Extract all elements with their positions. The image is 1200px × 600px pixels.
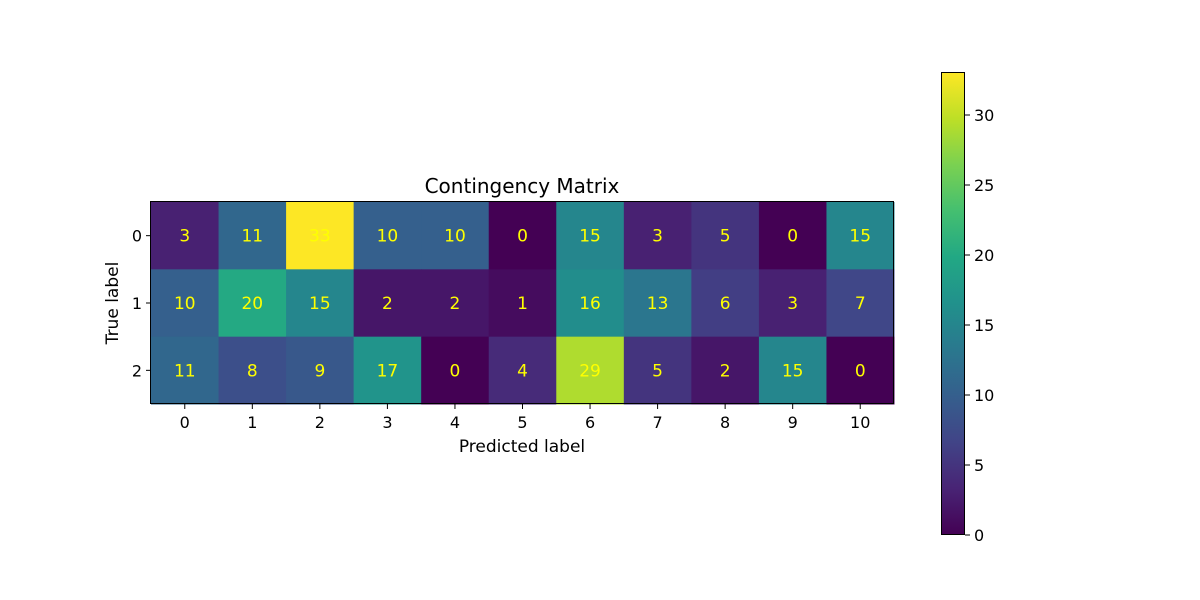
cell-value-label: 15 [309, 294, 331, 314]
y-tick-label: 1 [132, 294, 142, 313]
heatmap-cell [286, 336, 355, 405]
cell-value-label: 4 [517, 361, 528, 381]
x-tick-label: 0 [180, 413, 190, 432]
heatmap-cell [151, 202, 220, 270]
heatmap-cell [556, 269, 625, 338]
x-tick-label: 8 [720, 413, 730, 432]
x-tick-label: 4 [450, 413, 460, 432]
heatmap-cell [826, 202, 895, 270]
cell-value-label: 2 [720, 361, 731, 381]
cell-value-label: 7 [855, 294, 866, 314]
heatmap-cell [691, 269, 760, 338]
x-tick-label: 7 [652, 413, 662, 432]
cell-value-label: 17 [377, 361, 399, 381]
colorbar-tick-label: 25 [974, 176, 994, 195]
x-axis-ticks: 0 1 2 3 4 5 6 7 8 9 10 [180, 404, 870, 432]
heatmap-cell [556, 202, 625, 270]
chart-title: Contingency Matrix [425, 174, 620, 198]
cell-value-label: 11 [174, 361, 196, 381]
cell-value-label: 3 [179, 227, 190, 247]
cell-value-label: 3 [652, 227, 663, 247]
colorbar-tick-label: 10 [974, 386, 994, 405]
cell-value-label: 8 [247, 361, 258, 381]
colorbar-tick-label: 15 [974, 316, 994, 335]
cell-value-label: 13 [647, 294, 669, 314]
heatmap-cell [758, 269, 827, 338]
x-tick-label: 9 [788, 413, 798, 432]
colorbar-ticks: 0 5 10 15 20 25 30 [965, 106, 994, 545]
heatmap-cell [421, 202, 490, 270]
heatmap-cell [286, 269, 355, 338]
heatmap-cell [623, 202, 692, 270]
cell-value-label: 5 [720, 227, 731, 247]
x-tick-label: 3 [382, 413, 392, 432]
x-tick-label: 2 [315, 413, 325, 432]
cell-value-label: 20 [241, 294, 263, 314]
heatmap-cell [691, 336, 760, 405]
colorbar-tick-label: 5 [974, 456, 984, 475]
cell-value-label: 10 [444, 227, 466, 247]
colorbar-tick-label: 20 [974, 246, 994, 265]
heatmap-cell [623, 336, 692, 405]
colorbar-tick-label: 30 [974, 106, 994, 125]
x-tick-label: 1 [247, 413, 257, 432]
heatmap-cell [556, 336, 625, 405]
heatmap-cell [421, 269, 490, 338]
cell-value-label: 15 [782, 361, 804, 381]
heatmap-cell [623, 269, 692, 338]
cell-value-label: 1 [517, 294, 528, 314]
colorbar-tick-label: 0 [974, 526, 984, 545]
heatmap-cell [151, 336, 220, 405]
cell-value-label: 0 [450, 361, 461, 381]
cell-value-label: 10 [377, 227, 399, 247]
heatmap-cell [758, 202, 827, 270]
cell-value-label: 2 [382, 294, 393, 314]
cell-value-label: 0 [517, 227, 528, 247]
heatmap-cell [488, 202, 557, 270]
heatmap-cell [218, 336, 287, 405]
x-axis-label: Predicted label [459, 437, 585, 457]
y-axis-ticks: 0 1 2 [132, 227, 151, 380]
heatmap-cell [218, 269, 287, 338]
cell-value-label: 3 [787, 294, 798, 314]
cell-value-label: 15 [579, 227, 601, 247]
colorbar [941, 72, 965, 535]
heatmap-cell [691, 202, 760, 270]
cell-value-label: 29 [579, 361, 601, 381]
cell-value-label: 9 [314, 361, 325, 381]
heatmap-cell [488, 336, 557, 405]
cell-value-label: 10 [174, 294, 196, 314]
y-tick-label: 0 [132, 227, 142, 246]
y-axis-label: True label [103, 262, 123, 346]
heatmap-cell [286, 202, 355, 270]
y-tick-label: 2 [132, 361, 142, 380]
cell-value-label: 16 [579, 294, 601, 314]
heatmap-cell [488, 269, 557, 338]
cell-value-label: 6 [720, 294, 731, 314]
cell-value-label: 11 [241, 227, 263, 247]
cell-value-label: 0 [855, 361, 866, 381]
heatmap-cell [353, 269, 422, 338]
cell-value-label: 15 [849, 227, 871, 247]
heatmap-cell [151, 269, 220, 338]
cell-value-label: 33 [309, 227, 331, 247]
heatmap-cell [218, 202, 287, 270]
x-tick-label: 6 [585, 413, 595, 432]
heatmap-cell [826, 269, 895, 338]
heatmap-cell [353, 336, 422, 405]
heatmap-cell [421, 336, 490, 405]
cell-value-label: 5 [652, 361, 663, 381]
cell-value-label: 0 [787, 227, 798, 247]
x-tick-label: 5 [517, 413, 527, 432]
heatmap-cell [758, 336, 827, 405]
x-tick-label: 10 [850, 413, 870, 432]
heatmap-cell [826, 336, 895, 405]
cell-value-label: 2 [450, 294, 461, 314]
heatmap-cell [353, 202, 422, 270]
